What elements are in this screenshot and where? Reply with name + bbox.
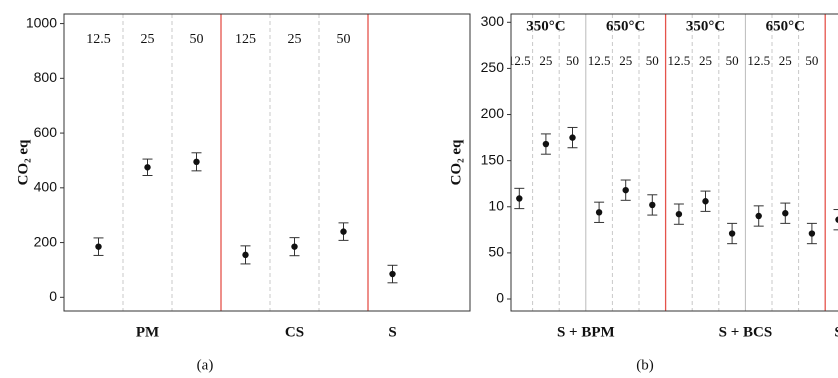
- plot-area: 12.5 25 50 350°C 12.5 25 50 650°C 12.5 25 50 350°C 1…: [508, 14, 838, 311]
- y-tick-label: 200: [481, 105, 505, 121]
- subgroup-label: 650°C: [766, 18, 805, 34]
- column-label: 12.5: [588, 53, 611, 68]
- y-tick-label: 250: [481, 59, 505, 75]
- column-label: 25: [699, 53, 712, 68]
- point: [193, 158, 200, 166]
- column-label: 25: [141, 32, 155, 47]
- y-tick-label: 200: [34, 233, 58, 249]
- group-label: S + BCS: [719, 324, 773, 340]
- y-tick-label: 300: [481, 13, 505, 29]
- y-tick-label: 10: [488, 197, 504, 213]
- point: [389, 270, 396, 278]
- point: [595, 209, 603, 216]
- y-tick-label: 600: [34, 124, 58, 140]
- column-label: 50: [337, 32, 351, 47]
- column-label: 25: [288, 32, 302, 47]
- column-label: 50: [566, 53, 579, 68]
- column-label: 25: [539, 53, 552, 68]
- group-label: CS: [285, 324, 304, 340]
- column-label: 12.5: [668, 53, 691, 68]
- column-label: 50: [805, 53, 818, 68]
- point: [835, 216, 838, 223]
- panel: 12.5 25 50 125 25 50 0 200 400 600 800 1000 CO₂ eq PM…: [15, 13, 471, 373]
- point: [516, 195, 523, 202]
- plot-area: 12.5 25 50 125 25 50: [86, 14, 398, 311]
- y-tick-label: 400: [34, 179, 58, 195]
- column-label: 50: [646, 53, 659, 68]
- y-tick-label: 50: [488, 244, 504, 260]
- subgroup-label: 350°C: [686, 18, 725, 34]
- subgroup-label: 350°C: [526, 18, 565, 34]
- point: [291, 243, 298, 250]
- y-tick-label: 150: [481, 151, 505, 167]
- y-axis-label: CO₂ eq: [448, 139, 464, 185]
- group-label: S: [834, 324, 838, 340]
- point: [242, 251, 249, 259]
- subgroup-label: 650°C: [606, 18, 645, 34]
- point: [340, 228, 347, 235]
- point: [675, 210, 683, 218]
- point: [622, 186, 629, 194]
- point: [702, 198, 709, 205]
- group-label: S + BPM: [557, 324, 615, 340]
- y-tick-label: 0: [49, 288, 57, 304]
- point: [808, 230, 816, 237]
- point: [755, 212, 762, 220]
- group-label: S: [388, 324, 396, 340]
- column-label: 50: [726, 53, 739, 68]
- column-label: 25: [779, 53, 792, 68]
- column-label: 50: [190, 32, 204, 47]
- plot-frame: [63, 13, 471, 312]
- panel: 12.5 25 50 350°C 12.5 25 50 650°C 12.5 25 50 350°C 1…: [448, 13, 838, 373]
- point: [542, 140, 550, 148]
- plot-frame: [510, 13, 838, 312]
- column-label: 125: [235, 32, 256, 47]
- y-tick-label: 800: [34, 69, 58, 85]
- column-label: 12.5: [86, 32, 111, 47]
- y-tick-label: 1000: [26, 14, 57, 30]
- panel-label: (a): [197, 357, 214, 373]
- y-axis-label: CO₂ eq: [15, 139, 31, 185]
- point: [728, 230, 736, 237]
- column-label: 25: [619, 53, 632, 68]
- point: [782, 210, 789, 217]
- column-label: 12.5: [747, 53, 770, 68]
- point: [95, 243, 102, 250]
- panel-label: (b): [636, 357, 654, 373]
- point: [144, 164, 151, 171]
- point: [649, 201, 656, 209]
- point: [569, 134, 576, 141]
- group-label: PM: [136, 324, 159, 340]
- column-label: 12.5: [508, 53, 531, 68]
- y-tick-label: 0: [496, 290, 504, 306]
